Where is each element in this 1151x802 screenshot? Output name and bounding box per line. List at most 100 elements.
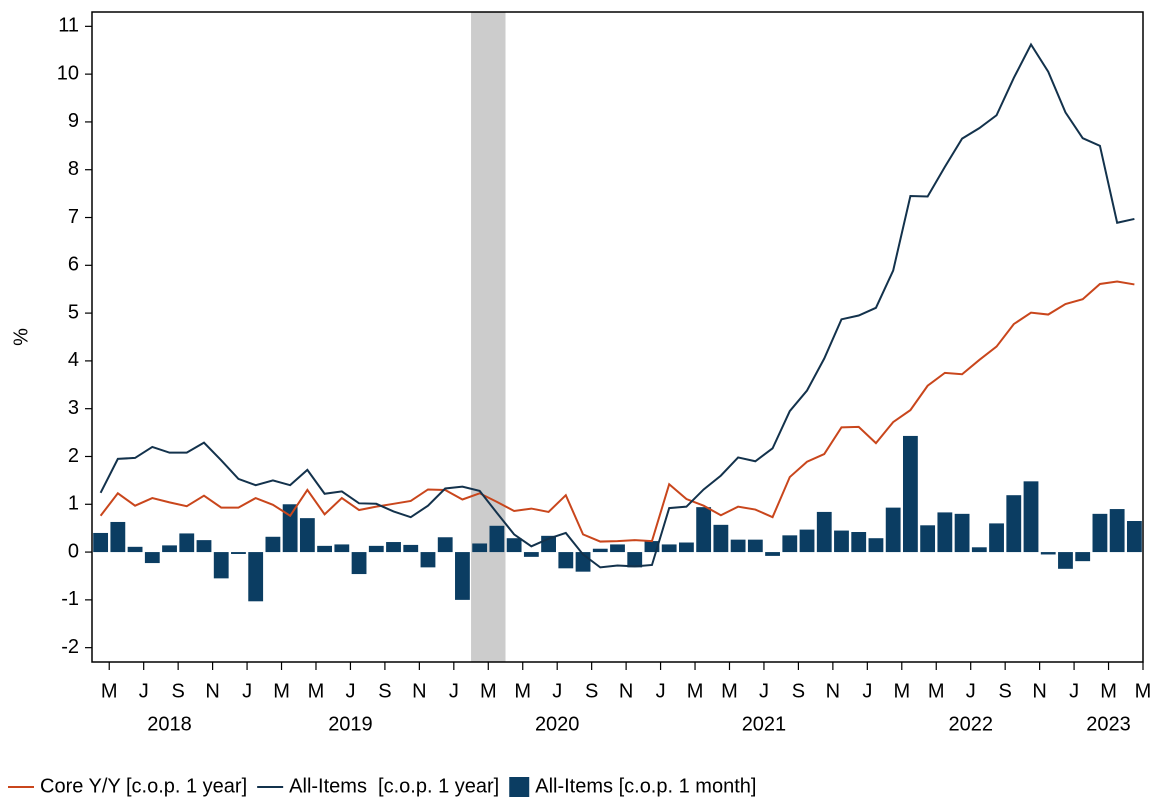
x-tick-label: S (585, 680, 598, 702)
bar (523, 552, 539, 557)
y-tick-label: 3 (68, 397, 79, 419)
x-tick-label: J (759, 680, 769, 702)
x-group-label: 2018 (147, 713, 192, 735)
bar (248, 552, 264, 602)
bar (816, 511, 832, 553)
bar (954, 513, 970, 553)
bar (971, 547, 987, 553)
bar (403, 544, 419, 553)
bar (420, 552, 436, 568)
bar (1058, 552, 1073, 569)
bar (282, 504, 298, 553)
bar (368, 545, 384, 553)
x-tick-label: M (480, 680, 497, 702)
bar (213, 552, 229, 579)
bar (179, 533, 195, 553)
x-tick-label: J (139, 680, 149, 702)
x-group-label: 2019 (328, 713, 373, 735)
x-tick-label: M (687, 680, 704, 702)
bar (558, 552, 574, 569)
bar (765, 552, 780, 556)
y-tick-label: -2 (61, 636, 79, 658)
legend-label: All-Items [c.o.p. 1 year] (289, 775, 499, 797)
bar (1023, 481, 1039, 553)
x-tick-label: N (1032, 680, 1046, 702)
y-tick-label: 2 (68, 445, 79, 467)
bar (437, 537, 453, 553)
x-tick-label: M (893, 680, 910, 702)
bar (902, 435, 918, 553)
x-tick-label: M (101, 680, 118, 702)
bar (317, 545, 333, 553)
bar (592, 548, 608, 553)
bar (144, 552, 160, 564)
bar (782, 535, 798, 553)
y-tick-label: 6 (68, 254, 79, 276)
x-tick-label: N (826, 680, 840, 702)
y-tick-label: -1 (61, 588, 79, 610)
y-tick-label: 1 (68, 493, 79, 515)
bar (472, 543, 488, 553)
bar (747, 539, 763, 553)
x-tick-label: N (619, 680, 633, 702)
x-group-label: 2022 (948, 713, 993, 735)
line (99, 42, 1135, 569)
y-tick-label: 10 (57, 62, 79, 84)
bar (713, 524, 729, 553)
x-tick-label: S (378, 680, 391, 702)
y-tick-label: 4 (68, 349, 79, 371)
bar (730, 539, 746, 553)
x-tick-label: J (966, 680, 976, 702)
bar (93, 532, 109, 553)
x-tick-label: S (998, 680, 1011, 702)
bar (661, 544, 677, 553)
bar (1126, 521, 1142, 553)
bar (1075, 552, 1091, 562)
line (99, 280, 1135, 543)
bar (834, 530, 849, 553)
bar (937, 512, 953, 553)
x-tick-label: J (552, 680, 562, 702)
bar (299, 518, 315, 553)
bar (696, 507, 712, 553)
bar (851, 532, 867, 553)
y-tick-label: 5 (68, 301, 79, 323)
bar (162, 545, 177, 553)
x-tick-label: J (242, 680, 252, 702)
bar (679, 542, 694, 553)
legend-swatch (509, 777, 530, 797)
x-group-label: 2023 (1086, 713, 1131, 735)
x-tick-label: J (1069, 680, 1079, 702)
x-tick-label: M (1135, 680, 1151, 702)
bar (1109, 509, 1125, 553)
bar (1006, 495, 1022, 553)
x-tick-label: S (792, 680, 805, 702)
x-tick-label: S (171, 680, 184, 702)
bar (610, 544, 625, 553)
bar (489, 525, 505, 553)
bar (455, 552, 470, 600)
bar (1092, 513, 1108, 553)
x-tick-label: N (205, 680, 219, 702)
bar (196, 540, 212, 553)
y-axis-label: % (10, 328, 32, 346)
x-tick-label: M (514, 680, 531, 702)
bar (920, 525, 936, 553)
x-tick-label: M (273, 680, 290, 702)
y-tick-label: 8 (68, 158, 79, 180)
y-tick-label: 7 (68, 206, 79, 228)
y-tick-label: 9 (68, 110, 79, 132)
bar (1040, 552, 1056, 555)
bar (386, 542, 401, 553)
y-tick-label: 0 (68, 540, 79, 562)
bar (644, 541, 660, 553)
bar (868, 538, 884, 553)
x-tick-label: M (721, 680, 738, 702)
bar (351, 552, 367, 575)
bar (627, 552, 643, 568)
x-tick-label: J (862, 680, 872, 702)
x-tick-label: J (345, 680, 355, 702)
plot-frame (91, 11, 1144, 663)
bar (127, 546, 143, 553)
